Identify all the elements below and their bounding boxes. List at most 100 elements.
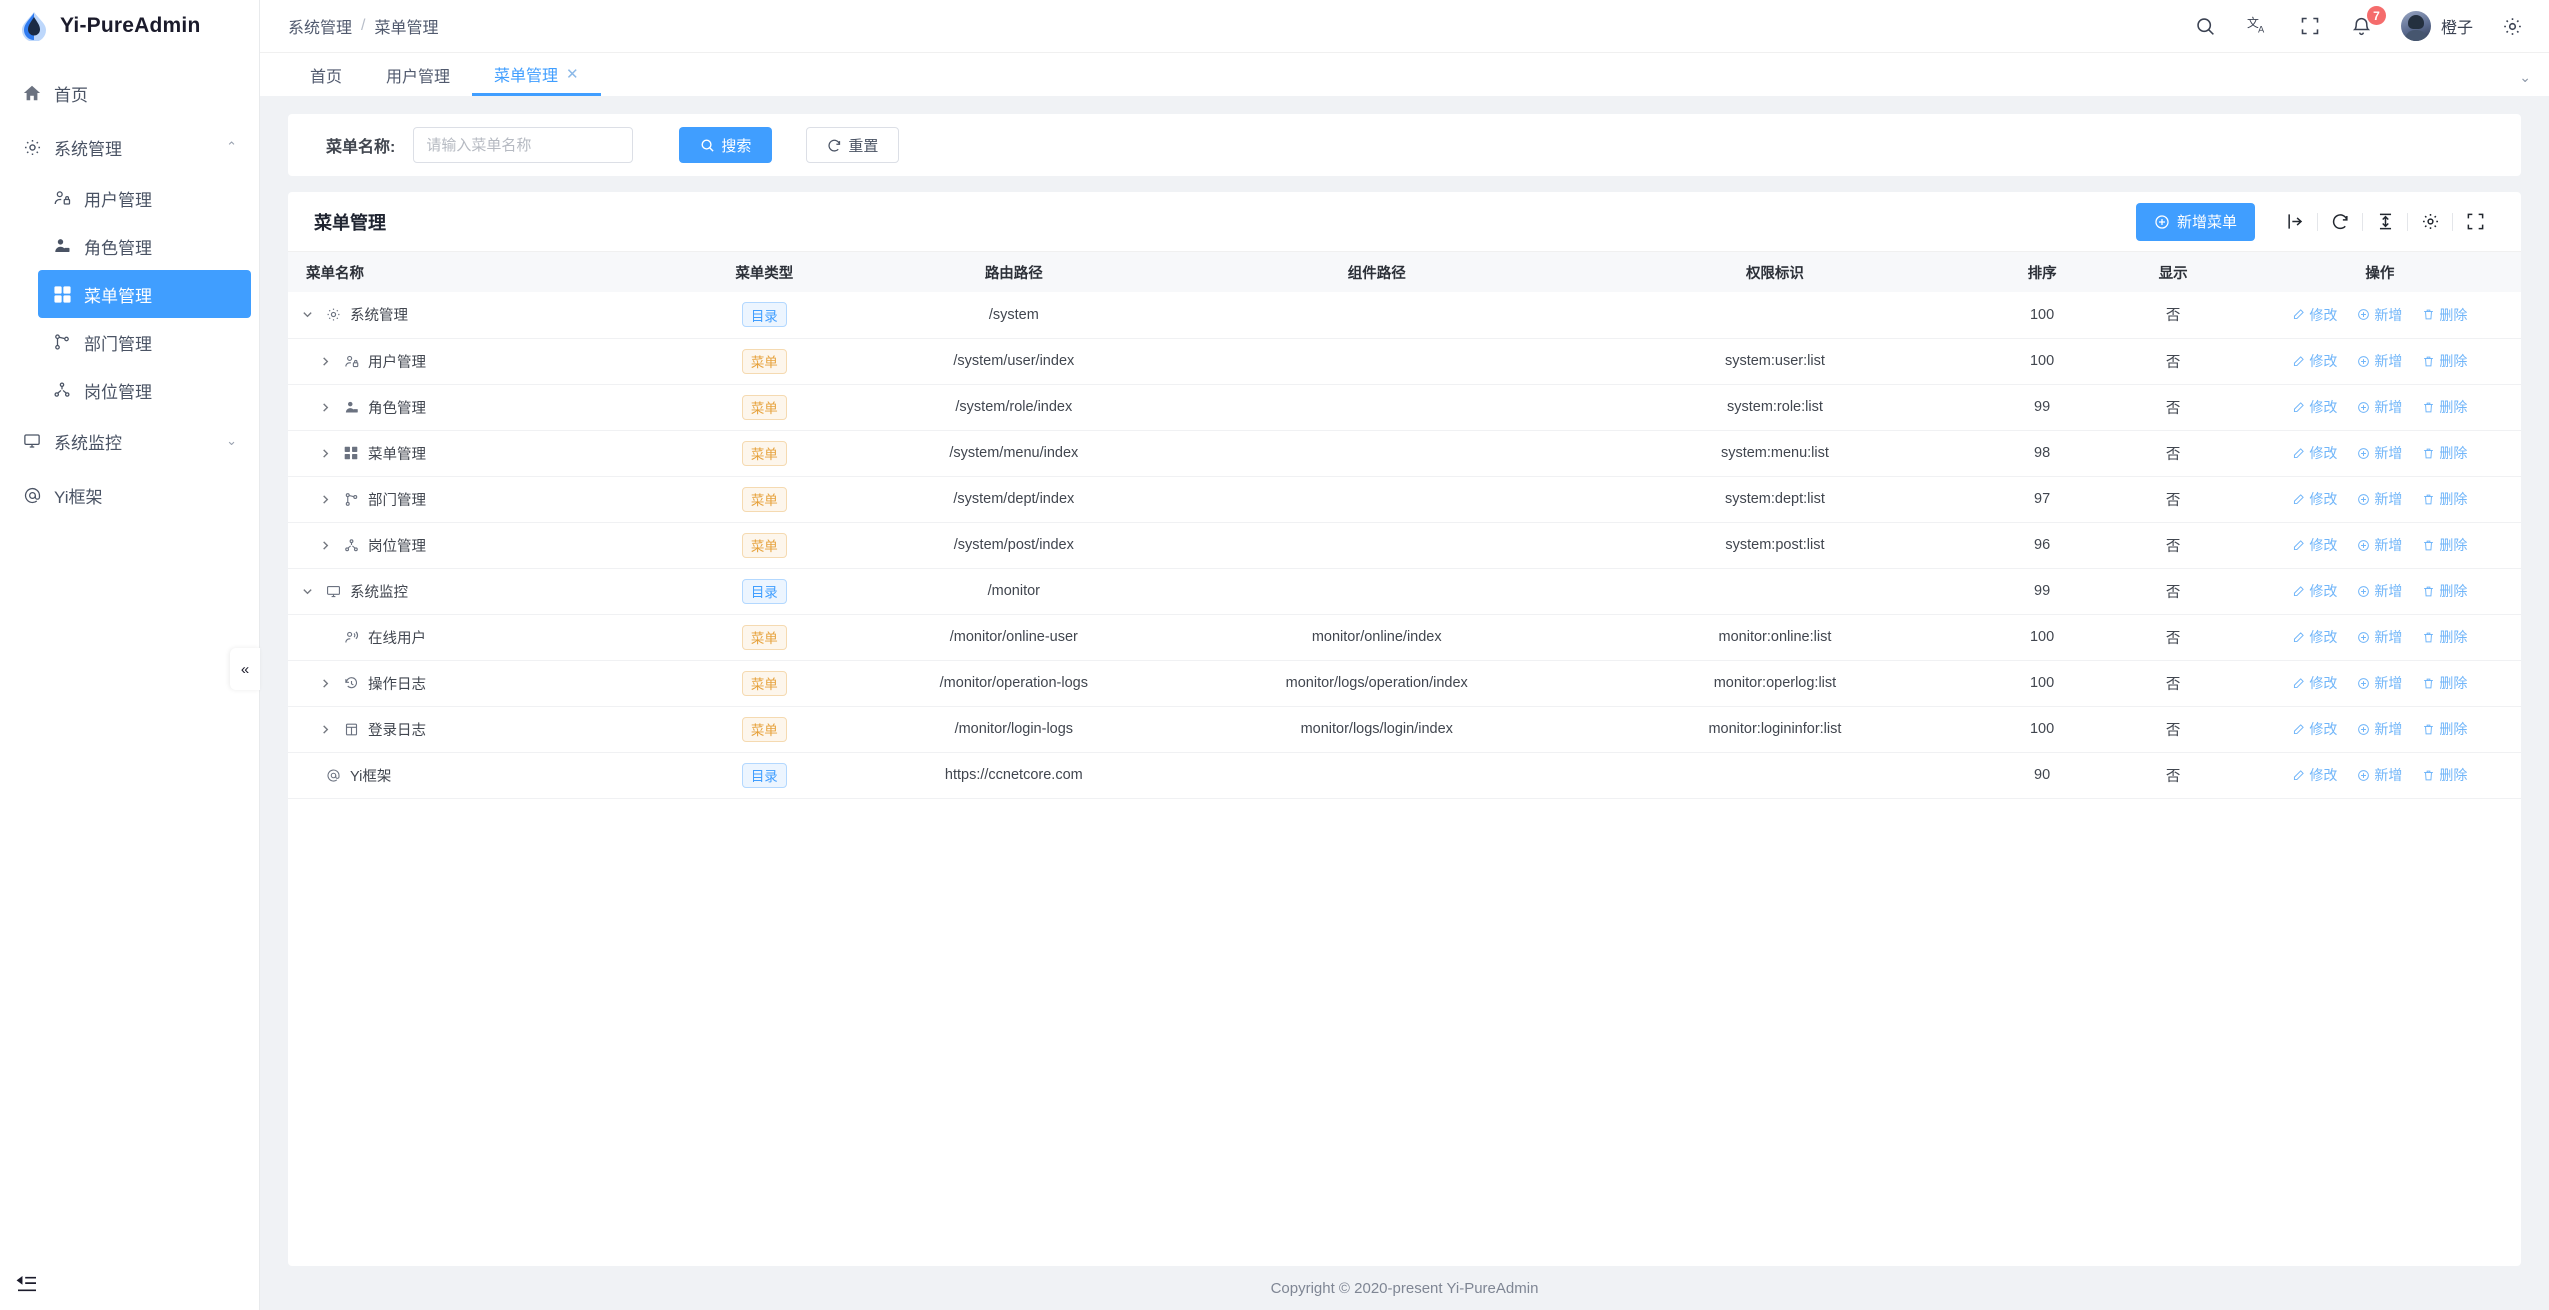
- tab-home-label: 首页: [310, 69, 343, 86]
- row-expand-chevron-icon[interactable]: [298, 586, 316, 597]
- row-edit-button[interactable]: 修改: [2292, 443, 2337, 463]
- row-edit-button[interactable]: 修改: [2292, 719, 2337, 739]
- tab-more-icon[interactable]: ⌄: [2519, 69, 2531, 85]
- row-delete-button[interactable]: 删除: [2422, 443, 2467, 463]
- table-row[interactable]: 角色管理 菜单 /system/role/index system:role:l…: [288, 384, 2521, 431]
- sidebar-item-dept-management[interactable]: 部门管理: [30, 318, 259, 366]
- row-expand-chevron-icon[interactable]: [316, 402, 334, 413]
- cell-visible: 否: [2107, 706, 2239, 753]
- bell-icon[interactable]: 7: [2349, 6, 2386, 39]
- row-delete-button[interactable]: 删除: [2422, 535, 2467, 555]
- row-add-button[interactable]: 新增: [2357, 397, 2402, 417]
- reset-button[interactable]: 重置: [806, 127, 900, 163]
- sidebar-toggle-footer-icon[interactable]: [16, 1272, 44, 1296]
- translate-icon[interactable]: 文 A: [2245, 13, 2271, 39]
- tab-menu-management[interactable]: 菜单管理 ✕: [472, 54, 601, 96]
- post-icon: [341, 535, 361, 555]
- breadcrumb-parent[interactable]: 系统管理: [288, 20, 353, 37]
- expand-all-icon[interactable]: [2282, 209, 2308, 235]
- row-edit-button[interactable]: 修改: [2292, 305, 2337, 325]
- table-row[interactable]: 登录日志 菜单 /monitor/login-logs monitor/logs…: [288, 706, 2521, 753]
- search-input[interactable]: [413, 127, 634, 163]
- table-row[interactable]: 操作日志 菜单 /monitor/operation-logs monitor/…: [288, 660, 2521, 707]
- row-expand-chevron-icon[interactable]: [316, 448, 334, 459]
- row-edit-button[interactable]: 修改: [2292, 581, 2337, 601]
- row-edit-button[interactable]: 修改: [2292, 765, 2337, 785]
- refresh-icon[interactable]: [2327, 209, 2353, 235]
- row-delete-button[interactable]: 删除: [2422, 305, 2467, 325]
- row-delete-button[interactable]: 删除: [2422, 673, 2467, 693]
- table-row[interactable]: 在线用户 菜单 /monitor/online-user monitor/onl…: [288, 614, 2521, 661]
- row-delete-button[interactable]: 删除: [2422, 581, 2467, 601]
- tab-close-icon[interactable]: ✕: [566, 65, 579, 83]
- table-row[interactable]: 部门管理 菜单 /system/dept/index system:dept:l…: [288, 476, 2521, 523]
- sidebar-item-menu-management[interactable]: 菜单管理: [38, 270, 251, 318]
- row-add-button[interactable]: 新增: [2357, 443, 2402, 463]
- row-delete-button[interactable]: 删除: [2422, 397, 2467, 417]
- row-expand-chevron-icon[interactable]: [316, 356, 334, 367]
- row-expand-chevron-icon[interactable]: [298, 309, 316, 320]
- cell-sort: 99: [1976, 384, 2108, 431]
- row-expand-chevron-icon[interactable]: [316, 724, 334, 735]
- row-add-label: 新增: [2374, 675, 2403, 691]
- row-delete-button[interactable]: 删除: [2422, 627, 2467, 647]
- row-edit-button[interactable]: 修改: [2292, 535, 2337, 555]
- sidebar-item-post-management[interactable]: 岗位管理: [30, 366, 259, 414]
- row-add-button[interactable]: 新增: [2357, 581, 2402, 601]
- row-delete-button[interactable]: 删除: [2422, 489, 2467, 509]
- row-edit-button[interactable]: 修改: [2292, 397, 2337, 417]
- sidebar-item-menu-management-label: 菜单管理: [84, 286, 152, 306]
- column-settings-icon[interactable]: [2417, 209, 2443, 235]
- row-expand-chevron-icon[interactable]: [316, 540, 334, 551]
- fullscreen-icon[interactable]: [2462, 209, 2488, 235]
- sidebar-group-system[interactable]: 系统管理 ⌃: [0, 120, 259, 174]
- sidebar-item-home[interactable]: 首页: [0, 66, 259, 120]
- row-add-button[interactable]: 新增: [2357, 489, 2402, 509]
- sidebar-group-monitor[interactable]: 系统监控 ⌄: [0, 414, 259, 468]
- sidebar-item-role-management[interactable]: 角色管理: [30, 222, 259, 270]
- row-edit-button[interactable]: 修改: [2292, 627, 2337, 647]
- row-add-button[interactable]: 新增: [2357, 627, 2402, 647]
- row-expand-chevron-icon[interactable]: [316, 494, 334, 505]
- density-icon[interactable]: [2372, 209, 2398, 235]
- table-row[interactable]: Yi框架 目录 https://ccnetcore.com 90 否 修改 新增…: [288, 752, 2521, 799]
- settings-gear-icon[interactable]: [2499, 13, 2525, 39]
- row-add-button[interactable]: 新增: [2357, 351, 2402, 371]
- tab-user-management[interactable]: 用户管理: [364, 54, 472, 96]
- search-icon[interactable]: [2193, 13, 2219, 39]
- sidebar-item-role-management-label: 角色管理: [84, 238, 152, 258]
- sidebar-item-yi-framework[interactable]: Yi框架: [0, 468, 259, 522]
- row-edit-button[interactable]: 修改: [2292, 351, 2337, 371]
- row-add-button[interactable]: 新增: [2357, 673, 2402, 693]
- cell-component: [1180, 384, 1574, 431]
- row-add-button[interactable]: 新增: [2357, 765, 2402, 785]
- sidebar-collapse-button[interactable]: «: [230, 648, 260, 690]
- row-edit-button[interactable]: 修改: [2292, 489, 2337, 509]
- row-delete-button[interactable]: 删除: [2422, 351, 2467, 371]
- row-add-button[interactable]: 新增: [2357, 305, 2402, 325]
- table-row[interactable]: 系统管理 目录 /system 100 否 修改 新增 删除: [288, 292, 2521, 339]
- sidebar-item-user-management[interactable]: 用户管理: [30, 174, 259, 222]
- table-row[interactable]: 用户管理 菜单 /system/user/index system:user:l…: [288, 338, 2521, 385]
- menu-table: 菜单名称 菜单类型 路由路径 组件路径 权限标识 排序 显示 操作: [288, 252, 2521, 799]
- tab-home[interactable]: 首页: [288, 54, 364, 96]
- table-row[interactable]: 系统监控 目录 /monitor 99 否 修改 新增 删除: [288, 568, 2521, 615]
- fullscreen-icon[interactable]: [2297, 13, 2323, 39]
- table-row[interactable]: 菜单管理 菜单 /system/menu/index system:menu:l…: [288, 430, 2521, 477]
- row-edit-button[interactable]: 修改: [2292, 673, 2337, 693]
- add-menu-button[interactable]: 新增菜单: [2135, 202, 2255, 241]
- search-button[interactable]: 搜索: [679, 127, 773, 163]
- row-add-button[interactable]: 新增: [2357, 719, 2402, 739]
- cell-name: 用户管理: [288, 338, 682, 385]
- table-row[interactable]: 岗位管理 菜单 /system/post/index system:post:l…: [288, 522, 2521, 569]
- row-delete-button[interactable]: 删除: [2422, 765, 2467, 785]
- user-menu[interactable]: 橙子: [2400, 11, 2473, 41]
- sidebar: Yi-PureAdmin 首页 系统管理 ⌃: [0, 0, 260, 1310]
- cell-type: 菜单: [681, 338, 848, 385]
- row-name-label: 角色管理: [368, 400, 426, 417]
- row-add-button[interactable]: 新增: [2357, 535, 2402, 555]
- row-delete-button[interactable]: 删除: [2422, 719, 2467, 739]
- brand-logo[interactable]: Yi-PureAdmin: [0, 0, 259, 52]
- breadcrumb: 系统管理 / 菜单管理: [288, 14, 438, 38]
- row-expand-chevron-icon[interactable]: [316, 678, 334, 689]
